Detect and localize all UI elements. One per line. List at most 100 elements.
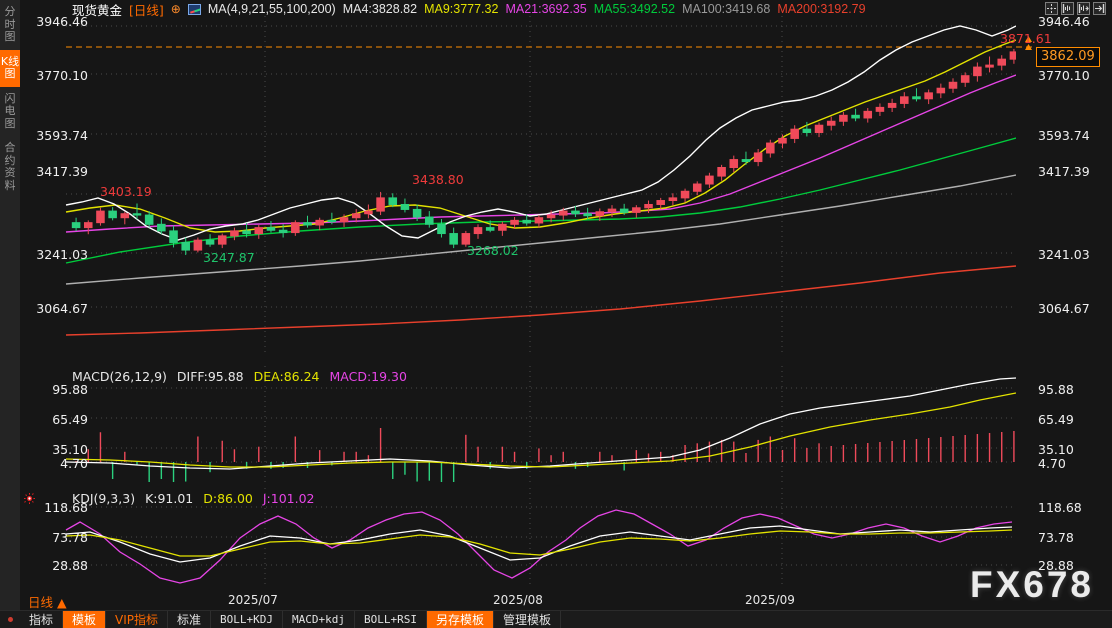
price-axis-left-4: 3241.03 xyxy=(36,247,88,262)
symbol-name[interactable]: 现货黄金 xyxy=(72,2,123,18)
macd-dea-line xyxy=(65,392,1016,468)
candle-body xyxy=(875,106,885,112)
price-axis-left-3: 3417.39 xyxy=(36,164,88,179)
toolbar-boll-kdj[interactable]: BOLL+KDJ xyxy=(211,611,284,628)
sidebar-item-lightning[interactable]: 闪电图 xyxy=(4,91,16,130)
ma9-line xyxy=(65,39,1016,233)
toolbar-manage-template[interactable]: 管理模板 xyxy=(494,611,562,628)
candle-body xyxy=(217,235,227,245)
current-price-tag[interactable]: 3862.09 xyxy=(1036,47,1100,67)
candle-body xyxy=(802,128,812,133)
macd-histogram xyxy=(75,428,1015,482)
candle-body xyxy=(291,222,300,234)
candle-body xyxy=(266,227,276,231)
candle-body xyxy=(912,96,921,100)
price-marker-arrow2 xyxy=(1025,44,1032,50)
price-axis-right-1: 3770.10 xyxy=(1038,68,1090,83)
annotation-low-1: 3247.87 xyxy=(203,250,255,265)
macd-name: MACD(26,12,9) xyxy=(72,369,167,384)
symbol-period[interactable]: [日线] xyxy=(129,2,164,18)
candle-body xyxy=(717,166,726,177)
macd-axis-left-2: 35.10 xyxy=(52,442,88,457)
date-label-0: 2025/07 xyxy=(228,593,278,607)
toolbar-save-template[interactable]: 另存模板 xyxy=(427,611,495,628)
macd-panel-title: MACD(26,12,9) DIFF:95.88 DEA:86.24 MACD:… xyxy=(72,369,413,384)
candle-body xyxy=(510,219,519,225)
candle-body xyxy=(534,217,544,224)
period-badge[interactable]: 日线 ▲ xyxy=(28,595,67,610)
sidebar-item-kline[interactable]: K线图 xyxy=(0,49,20,87)
candle-body xyxy=(814,124,824,133)
ma-params-label: MA(4,9,21,55,100,200) xyxy=(207,2,336,16)
price-axis-left-5: 3064.67 xyxy=(36,301,88,316)
macd-dea-value: DEA:86.24 xyxy=(253,369,320,384)
ma21-value: MA21:3692.35 xyxy=(505,2,587,16)
candle-body xyxy=(753,152,763,163)
kdj-lines xyxy=(65,509,1013,584)
chart-canvas[interactable] xyxy=(20,0,1112,628)
candle-body xyxy=(571,210,580,215)
chart-plot-svg xyxy=(20,0,1112,628)
macd-macd-value: MACD:19.30 xyxy=(329,369,407,384)
candle-body xyxy=(839,114,848,122)
candle-body xyxy=(729,159,739,168)
toolbar-standard[interactable]: 标准 xyxy=(168,611,212,628)
candle-body xyxy=(205,239,215,245)
kdj-d-line xyxy=(65,529,1013,557)
toolbar-vip-indicator[interactable]: VIP指标 xyxy=(106,611,169,628)
sidebar-item-contract-info[interactable]: 合约资料 xyxy=(4,141,16,192)
kdj-axis-right-0: 118.68 xyxy=(1038,500,1082,515)
chart-tool-buttons xyxy=(1045,2,1106,15)
candle-body xyxy=(437,223,446,235)
toolbar-template[interactable]: 模板 xyxy=(63,611,107,628)
kdj-axis-left-2: 28.88 xyxy=(52,558,88,573)
toolbar-spacer xyxy=(561,611,1112,628)
candle-body xyxy=(851,114,860,119)
sidebar-item-timeshare[interactable]: 分时图 xyxy=(4,5,16,43)
candle-body xyxy=(887,102,897,108)
price-axis-left-2: 3593.74 xyxy=(36,128,88,143)
candle-body xyxy=(960,75,970,83)
bottom-toolbar: 指标 模板 VIP指标 标准 BOLL+KDJ MACD+kdj BOLL+RS… xyxy=(0,610,1112,628)
candle-body xyxy=(364,210,373,215)
toolbar-boll-rsi[interactable]: BOLL+RSI xyxy=(355,611,427,628)
ma-chart-icon[interactable] xyxy=(187,3,201,15)
candle-body xyxy=(705,175,714,185)
date-label-2: 2025/09 xyxy=(745,593,795,607)
candle-body xyxy=(1009,51,1016,60)
toolbar-macd-kdj[interactable]: MACD+kdj xyxy=(283,611,356,628)
crosshair-move-icon[interactable] xyxy=(1045,2,1058,15)
chart-right-align-icon[interactable] xyxy=(1093,2,1106,15)
candle-body xyxy=(230,230,239,237)
candle-body xyxy=(71,222,81,229)
kdj-name: KDJ(9,3,3) xyxy=(72,491,136,506)
kdj-axis-right-1: 73.78 xyxy=(1038,530,1074,545)
candle-body xyxy=(388,197,398,205)
macd-axis-right-3: 4.70 xyxy=(1038,456,1066,471)
kdj-k-value: K:91.01 xyxy=(145,491,194,506)
candle-body xyxy=(132,213,142,216)
candle-body xyxy=(668,197,678,202)
chart-left-align-icon[interactable] xyxy=(1061,2,1074,15)
kdj-alert-icon[interactable] xyxy=(24,491,35,504)
crosshair-icon[interactable]: ⊕ xyxy=(170,2,181,16)
chart-scroll-icon[interactable] xyxy=(1077,2,1090,15)
candle-body xyxy=(619,208,629,213)
macd-axis-right-1: 65.49 xyxy=(1038,412,1074,427)
candle-body xyxy=(303,222,312,226)
macd-axis-right-0: 95.88 xyxy=(1038,382,1074,397)
candle-body xyxy=(778,137,787,144)
plot-background xyxy=(20,0,1112,628)
kdj-axis-left-0: 118.68 xyxy=(44,500,88,515)
toolbar-indicator[interactable]: 指标 xyxy=(20,611,64,628)
candle-body xyxy=(242,230,251,235)
price-axis-right-5: 3064.67 xyxy=(1038,301,1090,316)
ma55-line xyxy=(65,137,1016,264)
candle-body xyxy=(656,200,665,205)
candle-body xyxy=(498,223,507,231)
candle-body xyxy=(632,207,641,213)
candle-body xyxy=(644,203,653,209)
main-grid-h xyxy=(66,25,1016,308)
candle-body xyxy=(108,210,117,219)
